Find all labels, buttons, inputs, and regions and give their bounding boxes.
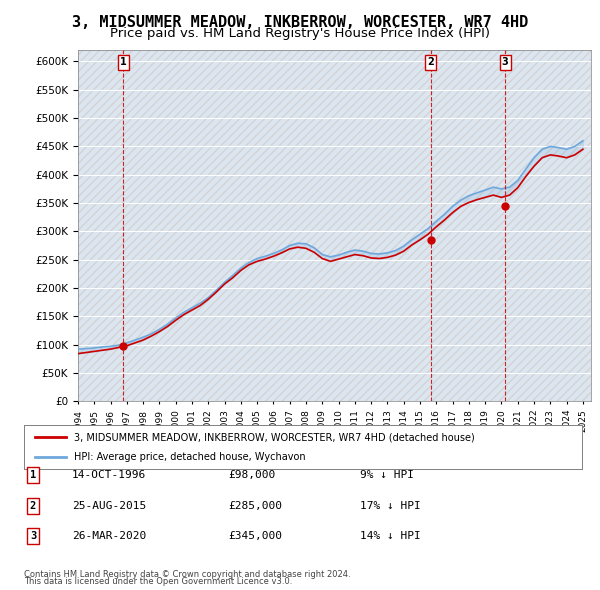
Bar bbox=[78, 50, 591, 401]
Text: Contains HM Land Registry data © Crown copyright and database right 2024.: Contains HM Land Registry data © Crown c… bbox=[24, 571, 350, 579]
Text: HPI: Average price, detached house, Wychavon: HPI: Average price, detached house, Wych… bbox=[74, 452, 306, 461]
Text: 26-MAR-2020: 26-MAR-2020 bbox=[72, 532, 146, 541]
Text: 3, MIDSUMMER MEADOW, INKBERROW, WORCESTER, WR7 4HD: 3, MIDSUMMER MEADOW, INKBERROW, WORCESTE… bbox=[72, 15, 528, 30]
Text: 9% ↓ HPI: 9% ↓ HPI bbox=[360, 470, 414, 480]
Text: 3, MIDSUMMER MEADOW, INKBERROW, WORCESTER, WR7 4HD (detached house): 3, MIDSUMMER MEADOW, INKBERROW, WORCESTE… bbox=[74, 432, 475, 442]
Text: 25-AUG-2015: 25-AUG-2015 bbox=[72, 501, 146, 510]
Text: 14% ↓ HPI: 14% ↓ HPI bbox=[360, 532, 421, 541]
Text: 2: 2 bbox=[30, 501, 36, 510]
Text: 17% ↓ HPI: 17% ↓ HPI bbox=[360, 501, 421, 510]
Text: 1: 1 bbox=[30, 470, 36, 480]
Text: £285,000: £285,000 bbox=[228, 501, 282, 510]
Text: £98,000: £98,000 bbox=[228, 470, 275, 480]
Text: 14-OCT-1996: 14-OCT-1996 bbox=[72, 470, 146, 480]
Text: 2: 2 bbox=[427, 57, 434, 67]
Text: Price paid vs. HM Land Registry's House Price Index (HPI): Price paid vs. HM Land Registry's House … bbox=[110, 27, 490, 40]
Text: This data is licensed under the Open Government Licence v3.0.: This data is licensed under the Open Gov… bbox=[24, 578, 292, 586]
Text: 1: 1 bbox=[120, 57, 127, 67]
Text: 3: 3 bbox=[502, 57, 509, 67]
Text: 3: 3 bbox=[30, 532, 36, 541]
Text: £345,000: £345,000 bbox=[228, 532, 282, 541]
